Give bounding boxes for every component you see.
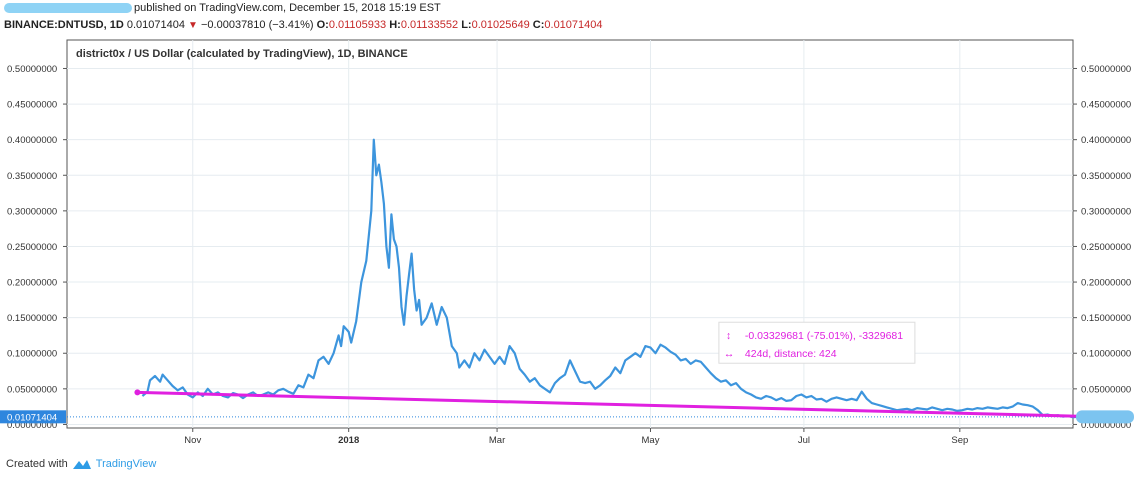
x-axis: Nov 2018 Mar May Jul Sep bbox=[184, 428, 968, 446]
time-range-icon: ↔ bbox=[724, 348, 735, 360]
left-price-badge-bg bbox=[0, 410, 66, 424]
grid-lines bbox=[67, 40, 1073, 428]
low-value: 0.01025649 bbox=[471, 19, 530, 31]
ohlc-header: BINANCE:DNTUSD, 1D 0.01071404 ▼ −0.00037… bbox=[4, 19, 603, 31]
y-tick-label-right: 0.50000000 bbox=[1081, 64, 1131, 75]
y-tick-label-left: 0.10000000 bbox=[7, 349, 57, 360]
y-tick-label-right: 0.10000000 bbox=[1081, 349, 1131, 360]
created-with-text: Created with bbox=[6, 458, 68, 470]
y-tick-label-left: 0.20000000 bbox=[7, 278, 57, 289]
right-price-badge bbox=[1076, 410, 1134, 424]
trend-line[interactable] bbox=[137, 390, 1094, 419]
publish-text: published on TradingView.com, December 1… bbox=[134, 2, 441, 14]
left-price-badge-text: 0.01071404 bbox=[7, 412, 57, 423]
y-tick-label-left: 0.15000000 bbox=[7, 313, 57, 324]
current-price-left-badge: 0.01071404 bbox=[0, 410, 66, 424]
y-tick-label-left: 0.05000000 bbox=[7, 384, 57, 395]
y-tick-label-left: 0.50000000 bbox=[7, 64, 57, 75]
y-tick-label-right: 0.05000000 bbox=[1081, 384, 1131, 395]
price-chart[interactable]: 0.50000000 0.45000000 0.40000000 0.35000000… bbox=[0, 36, 1140, 454]
footer: Created with TradingView bbox=[6, 458, 156, 470]
x-tick-label: May bbox=[642, 435, 660, 446]
y-tick-label-left: 0.25000000 bbox=[7, 242, 57, 253]
price-series-line[interactable] bbox=[141, 138, 1094, 419]
y-tick-label-right: 0.45000000 bbox=[1081, 100, 1131, 111]
y-tick-label-right: 0.15000000 bbox=[1081, 313, 1131, 324]
close-label: C: bbox=[532, 19, 545, 31]
tradingview-logo-icon bbox=[72, 460, 91, 469]
y-tick-label-right: 0.20000000 bbox=[1081, 278, 1131, 289]
y-tick-label-left: 0.40000000 bbox=[7, 135, 57, 146]
y-tick-label-left: 0.00000000 bbox=[7, 420, 57, 431]
close-value: 0.01071404 bbox=[544, 19, 603, 31]
price-change: −0.00037810 (−3.41%) bbox=[201, 19, 314, 31]
down-arrow-icon: ▼ bbox=[188, 20, 198, 31]
chart-title: district0x / US Dollar (calculated by Tr… bbox=[76, 48, 408, 60]
author-redaction bbox=[4, 3, 132, 14]
high-label: H: bbox=[389, 19, 401, 31]
x-tick-label: 2018 bbox=[338, 435, 359, 446]
tradingview-brand[interactable]: TradingView bbox=[95, 458, 157, 470]
y-tick-label-right: 0.35000000 bbox=[1081, 171, 1131, 182]
measure-tooltip: ↕ -0.03329681 (-75.01%), -3329681 ↔ 424d… bbox=[718, 321, 916, 364]
y-axis-left: 0.50000000 0.45000000 0.40000000 0.35000000… bbox=[7, 64, 67, 431]
open-label: O: bbox=[316, 19, 329, 31]
x-tick-label: Mar bbox=[489, 435, 505, 446]
symbol-label: BINANCE:DNTUSD, 1D bbox=[4, 19, 124, 31]
y-tick-label-right: 0.40000000 bbox=[1081, 135, 1131, 146]
y-tick-label-left: 0.35000000 bbox=[7, 171, 57, 182]
publish-header: published on TradingView.com, December 1… bbox=[0, 2, 441, 18]
tooltip-box bbox=[718, 321, 916, 364]
tooltip-time-text: 424d, distance: 424 bbox=[745, 348, 837, 360]
open-value: 0.01105933 bbox=[328, 19, 387, 31]
y-tick-label-right: 0.25000000 bbox=[1081, 242, 1131, 253]
plot-area bbox=[66, 39, 1074, 429]
trend-line-handle-start[interactable] bbox=[134, 389, 141, 396]
x-tick-label: Nov bbox=[184, 435, 201, 446]
tooltip-price-text: -0.03329681 (-75.01%), -3329681 bbox=[745, 330, 903, 342]
price-range-icon: ↕ bbox=[726, 330, 731, 342]
y-axis-right: 0.50000000 0.45000000 0.40000000 0.35000000… bbox=[1073, 64, 1131, 431]
y-tick-label-right: 0.00000000 bbox=[1081, 420, 1131, 431]
y-tick-label-right: 0.30000000 bbox=[1081, 206, 1131, 217]
y-tick-label-left: 0.45000000 bbox=[7, 100, 57, 111]
last-price: 0.01071404 bbox=[126, 19, 185, 31]
high-value: 0.01133552 bbox=[400, 19, 459, 31]
x-tick-label: Sep bbox=[951, 435, 968, 446]
x-tick-label: Jul bbox=[798, 435, 810, 446]
y-tick-label-left: 0.30000000 bbox=[7, 206, 57, 217]
low-label: L: bbox=[461, 19, 472, 31]
